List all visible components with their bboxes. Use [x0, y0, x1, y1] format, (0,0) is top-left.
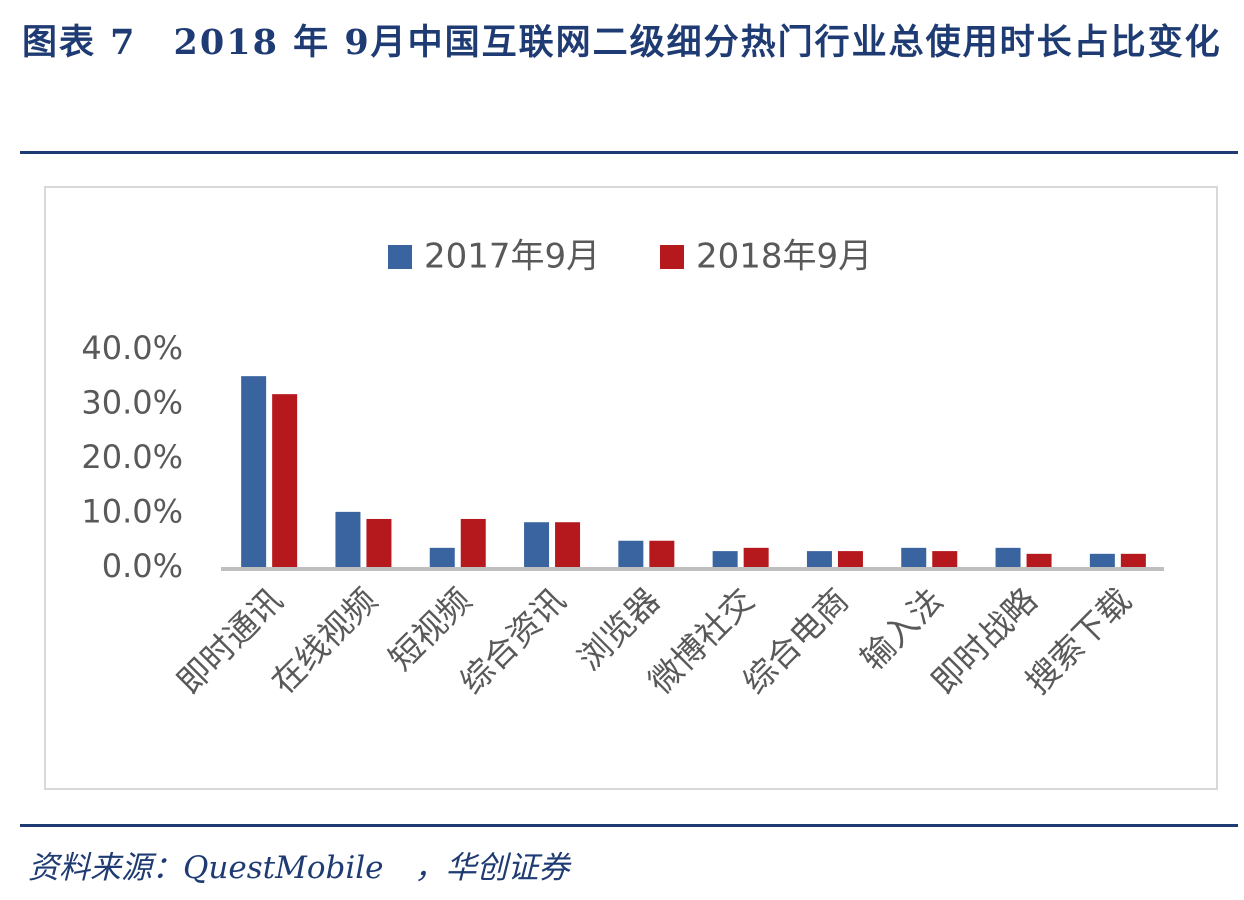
y-tick-label: 10.0%: [81, 493, 183, 531]
bar: [555, 522, 581, 568]
bar: [806, 551, 832, 568]
bar: [743, 547, 769, 568]
bar: [712, 551, 738, 568]
bar: [901, 547, 927, 568]
x-tick-label: 综合资讯: [452, 580, 573, 701]
legend-swatch: [388, 245, 412, 269]
source-rule: [20, 824, 1238, 827]
bar: [241, 376, 267, 568]
bar: [366, 518, 392, 568]
title-rule: [20, 151, 1238, 154]
chart-frame: [44, 186, 1218, 790]
legend-label: 2018年9月: [696, 237, 872, 277]
bar: [335, 511, 361, 568]
bar: [995, 547, 1021, 568]
bar: [1026, 553, 1052, 568]
bar: [460, 518, 486, 568]
bar: [837, 551, 863, 568]
legend-swatch: [660, 245, 684, 269]
legend-label: 2017年9月: [424, 237, 600, 277]
figure-title: 图表 7 2018 年 9月中国互联网二级细分热门行业总使用时长占比变化: [22, 22, 1222, 63]
bar: [649, 540, 675, 568]
source-note: 资料来源：QuestMobile ，华创证券: [28, 850, 570, 886]
bar: [429, 547, 455, 568]
bar: [272, 394, 298, 568]
y-tick-label: 20.0%: [81, 438, 183, 476]
bar: [1120, 553, 1146, 568]
bar: [524, 522, 550, 568]
x-tick-label: 综合电商: [735, 580, 856, 701]
bar: [618, 540, 644, 568]
y-tick-label: 30.0%: [81, 384, 183, 422]
x-tick-label: 在线视频: [264, 580, 385, 701]
y-tick-label: 0.0%: [102, 547, 183, 585]
y-tick-label: 40.0%: [81, 329, 183, 367]
x-tick-label: 搜索下载: [1018, 580, 1139, 701]
bar: [1089, 553, 1115, 568]
bar: [932, 551, 958, 568]
